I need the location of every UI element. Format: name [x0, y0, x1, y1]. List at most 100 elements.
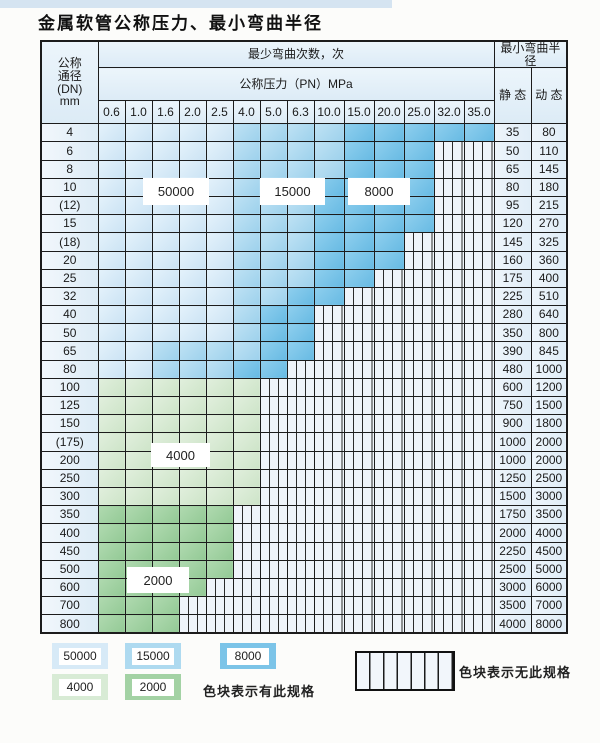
no-spec-cell [373, 305, 405, 325]
no-spec-cell [286, 559, 315, 579]
dn-cell: 400 [40, 523, 99, 543]
no-spec-cell [403, 486, 435, 507]
spec-cell-50000 [124, 341, 153, 361]
static-radius-cell: 4000 [493, 614, 532, 634]
spec-cell-15000 [286, 214, 315, 234]
no-spec-cell [373, 577, 405, 598]
spec-cell-50000 [124, 141, 153, 161]
no-spec-cell [343, 414, 375, 434]
spec-cell-15000 [286, 177, 315, 197]
spec-cell-50000 [97, 305, 126, 325]
spec-cell-4000 [205, 432, 234, 452]
dynamic-radius-cell: 145 [530, 159, 568, 179]
spec-cell-15000 [232, 123, 261, 143]
no-spec-cell [343, 486, 375, 507]
legend-swatch-2000: 2000 [125, 674, 181, 700]
no-spec-cell [232, 614, 261, 634]
spec-cell-8000 [259, 341, 288, 361]
no-spec-cell [463, 559, 495, 579]
spec-cell-50000 [151, 159, 180, 179]
spec-cell-4000 [178, 450, 207, 470]
dn-cell: (18) [40, 232, 99, 252]
dynamic-radius-cell: 8000 [530, 614, 568, 634]
header-pressure-value: 32.0 [433, 100, 465, 125]
header-pressure-value: 35.0 [463, 100, 495, 125]
header-pressure-value: 6.3 [286, 100, 315, 125]
spec-cell-2000 [151, 505, 180, 525]
no-spec-cell [463, 541, 495, 561]
spec-cell-50000 [97, 141, 126, 161]
spec-cell-8000 [403, 159, 435, 179]
no-spec-cell [343, 359, 375, 379]
no-spec-cell [373, 341, 405, 361]
spec-cell-50000 [151, 123, 180, 143]
header-dn-cell: 公称 通径 (DN) mm [40, 40, 99, 125]
table-row: 20 160 360 [40, 250, 568, 270]
header-static: 静 态 [493, 67, 532, 125]
no-spec-cell [373, 596, 405, 616]
spec-cell-4000 [124, 414, 153, 434]
legend-swatch-label: 4000 [59, 678, 101, 696]
dn-cell: 50 [40, 323, 99, 343]
spec-cell-50000 [178, 177, 207, 197]
dn-cell: 125 [40, 395, 99, 416]
table-row: 200 1000 2000 [40, 450, 568, 470]
table-row: 700 3500 7000 [40, 596, 568, 616]
dynamic-radius-cell: 215 [530, 195, 568, 216]
spec-cell-8000 [313, 177, 345, 197]
no-spec-cell [463, 450, 495, 470]
no-spec-cell [463, 486, 495, 507]
dynamic-radius-cell: 510 [530, 286, 568, 307]
no-spec-cell [313, 486, 345, 507]
legend-swatch-50000: 50000 [52, 643, 108, 669]
spec-cell-4000 [178, 486, 207, 507]
spec-cell-4000 [232, 486, 261, 507]
spec-cell-15000 [259, 195, 288, 216]
table-row: 40 280 640 [40, 305, 568, 325]
spec-cell-15000 [232, 268, 261, 288]
spec-cell-4000 [205, 377, 234, 398]
no-spec-cell [433, 505, 465, 525]
spec-cell-50000 [205, 323, 234, 343]
spec-cell-50000 [205, 268, 234, 288]
no-spec-cell [343, 286, 375, 307]
spec-cell-8000 [403, 141, 435, 161]
table-row: 600 3000 6000 [40, 577, 568, 598]
no-spec-cell [403, 523, 435, 543]
no-spec-cell [313, 359, 345, 379]
no-spec-cell [463, 232, 495, 252]
spec-cell-4000 [124, 468, 153, 488]
no-spec-cell [463, 286, 495, 307]
table-row: (12) 95 215 [40, 195, 568, 216]
spec-cell-2000 [178, 505, 207, 525]
no-spec-cell [463, 159, 495, 179]
spec-cell-15000 [259, 159, 288, 179]
spec-cell-2000 [151, 614, 180, 634]
spec-cell-50000 [151, 177, 180, 197]
no-spec-cell [403, 505, 435, 525]
spec-cell-8000 [313, 214, 345, 234]
spec-cell-15000 [232, 286, 261, 307]
spec-cell-15000 [259, 141, 288, 161]
spec-cell-4000 [232, 468, 261, 488]
no-spec-cell [463, 523, 495, 543]
spec-cell-15000 [286, 195, 315, 216]
static-radius-cell: 1750 [493, 505, 532, 525]
spec-cell-15000 [232, 323, 261, 343]
no-spec-cell [286, 541, 315, 561]
no-spec-cell [259, 541, 288, 561]
header-pressure-value: 10.0 [313, 100, 345, 125]
static-radius-cell: 600 [493, 377, 532, 398]
no-spec-cell [373, 468, 405, 488]
spec-cell-2000 [97, 577, 126, 598]
spec-cell-50000 [151, 214, 180, 234]
static-radius-cell: 175 [493, 268, 532, 288]
spec-cell-2000 [178, 577, 207, 598]
header-pressure-value: 0.6 [97, 100, 126, 125]
spec-cell-4000 [151, 377, 180, 398]
spec-cell-50000 [124, 214, 153, 234]
spec-cell-50000 [178, 250, 207, 270]
spec-cell-15000 [232, 141, 261, 161]
legend-swatch-8000: 8000 [220, 643, 276, 669]
no-spec-cell [259, 377, 288, 398]
